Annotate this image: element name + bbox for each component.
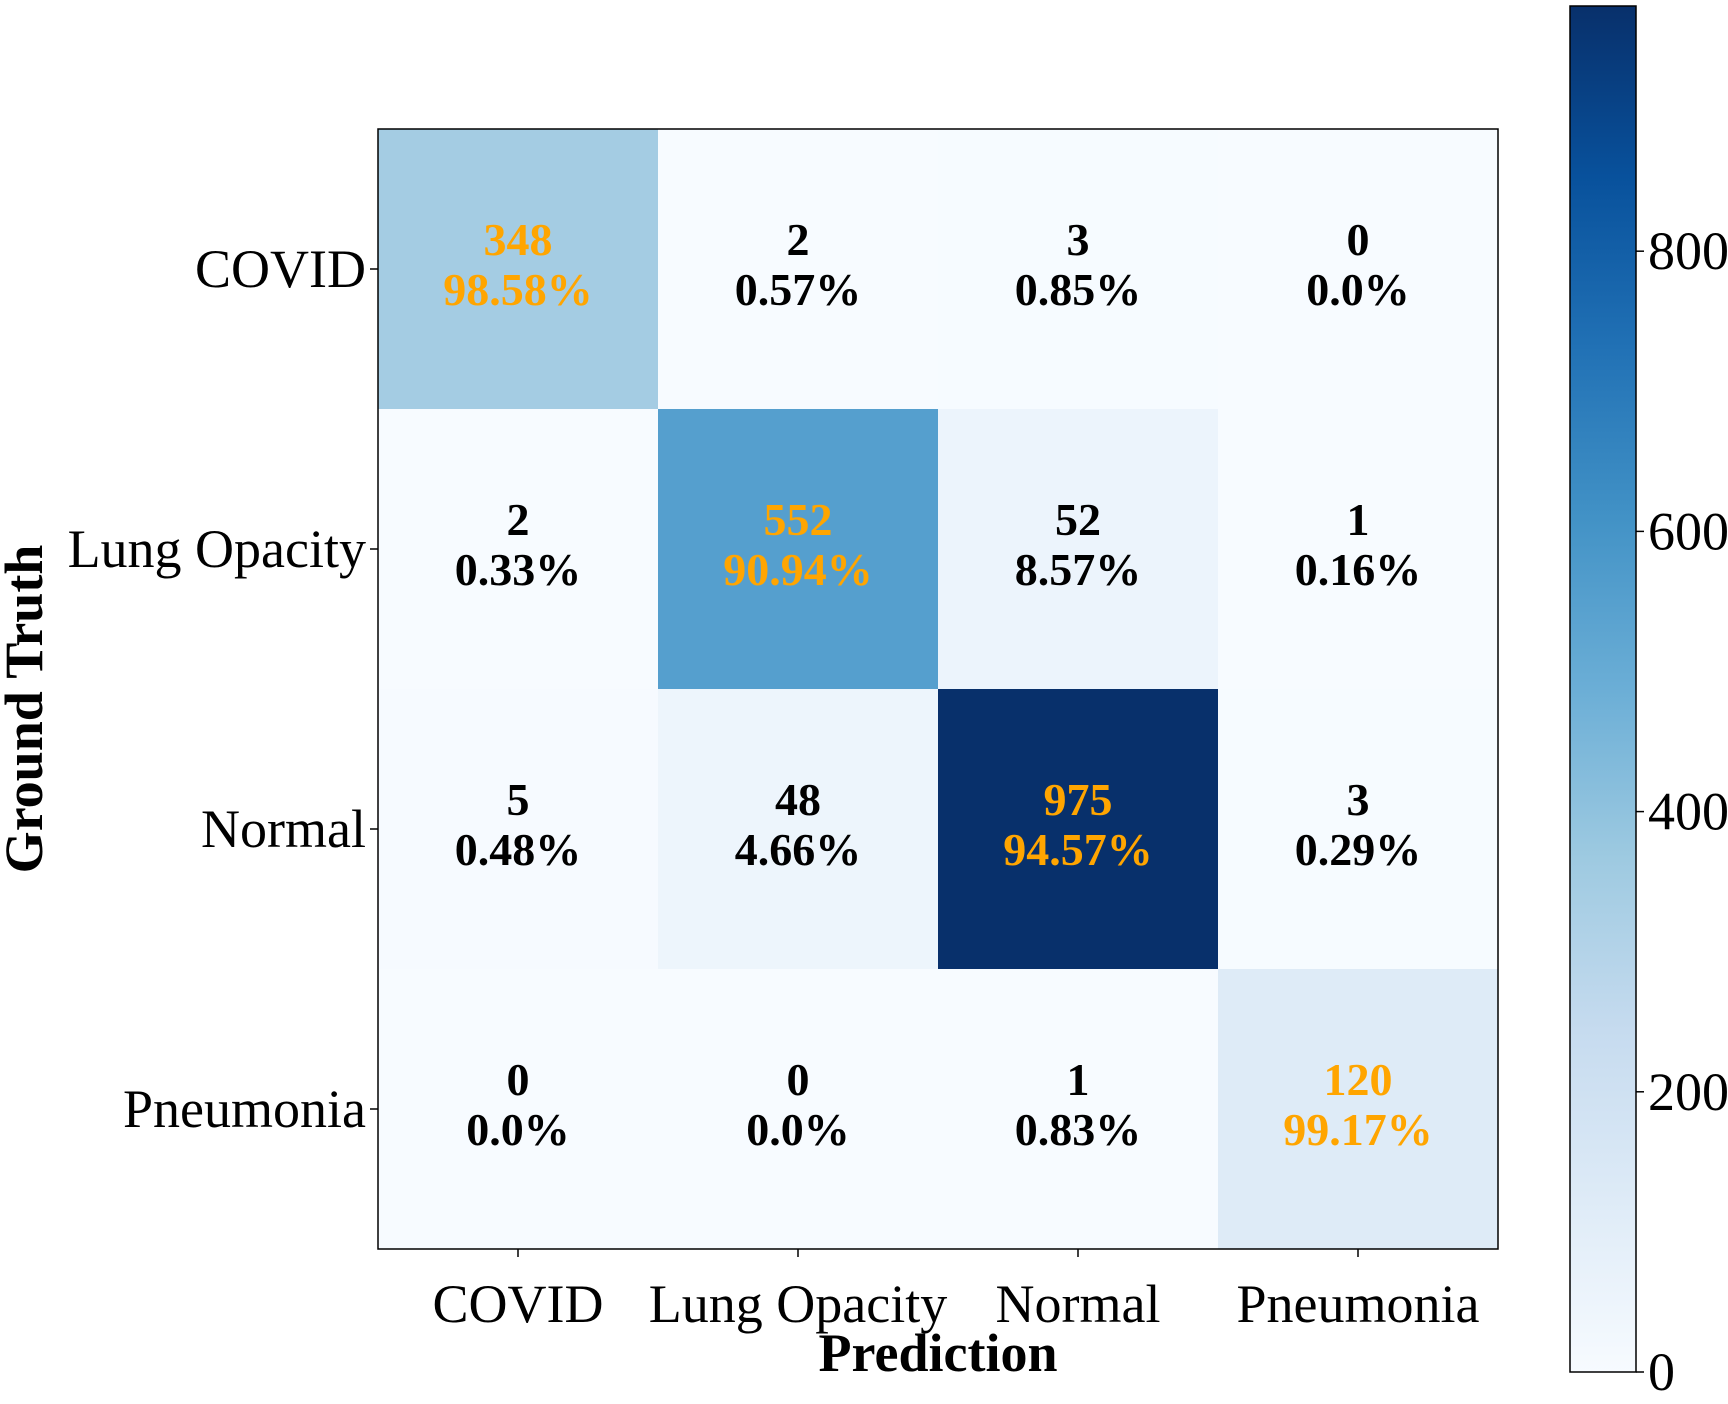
cell-count-label: 0 xyxy=(507,1054,530,1105)
heatmap-cell-3-0 xyxy=(378,969,659,1250)
cell-count-label: 0 xyxy=(1347,214,1370,265)
cell-percent-label: 0.85% xyxy=(1015,264,1142,315)
cell-percent-label: 4.66% xyxy=(735,824,862,875)
x-axis-ticks: COVID Lung Opacity Normal Pneumonia xyxy=(433,1249,1480,1334)
y-axis-ticks: COVID Lung Opacity Normal Pneumonia xyxy=(68,239,378,1139)
heatmap-cell-labels: 34898.58%20.57%30.85%00.0%20.33%55290.94… xyxy=(443,214,1433,1155)
heatmap-cell-0-0 xyxy=(378,129,659,410)
colorbar-tick-label: 0 xyxy=(1648,1342,1675,1402)
cell-percent-label: 94.57% xyxy=(1003,824,1153,875)
cell-count-label: 48 xyxy=(775,774,821,825)
cell-percent-label: 0.0% xyxy=(746,1104,850,1155)
colorbar-tick-label: 200 xyxy=(1648,1062,1728,1122)
heatmap-cell-3-2 xyxy=(938,969,1219,1250)
heatmap-cell-1-2 xyxy=(938,409,1219,690)
x-tick-label: Normal xyxy=(996,1274,1161,1334)
colorbar-tick-label: 600 xyxy=(1648,501,1728,561)
cell-count-label: 120 xyxy=(1324,1054,1393,1105)
cell-count-label: 2 xyxy=(507,494,530,545)
cell-count-label: 552 xyxy=(764,494,833,545)
x-axis-label: Prediction xyxy=(819,1323,1058,1383)
cell-count-label: 52 xyxy=(1055,494,1101,545)
cell-count-label: 2 xyxy=(787,214,810,265)
y-tick-label: Pneumonia xyxy=(123,1079,366,1139)
cell-percent-label: 99.17% xyxy=(1283,1104,1433,1155)
cell-count-label: 975 xyxy=(1044,774,1113,825)
cell-count-label: 348 xyxy=(484,214,553,265)
heatmap-cell-1-0 xyxy=(378,409,659,690)
colorbar-tick-label: 400 xyxy=(1648,782,1728,842)
y-tick-label: Lung Opacity xyxy=(68,519,366,579)
cell-percent-label: 0.29% xyxy=(1295,824,1422,875)
x-tick-label: Pneumonia xyxy=(1237,1274,1480,1334)
cell-count-label: 1 xyxy=(1347,494,1370,545)
heatmap-cell-3-1 xyxy=(658,969,939,1250)
cell-percent-label: 0.0% xyxy=(1306,264,1410,315)
heatmap-cell-2-2 xyxy=(938,689,1219,970)
heatmap-cells xyxy=(378,129,1499,1250)
cell-count-label: 3 xyxy=(1067,214,1090,265)
cell-percent-label: 0.57% xyxy=(735,264,862,315)
cell-count-label: 1 xyxy=(1067,1054,1090,1105)
cell-percent-label: 0.0% xyxy=(466,1104,570,1155)
colorbar-ticks: 0 200 400 600 800 xyxy=(1636,221,1728,1402)
cell-percent-label: 0.16% xyxy=(1295,544,1422,595)
heatmap-cell-0-2 xyxy=(938,129,1219,410)
x-tick-label: Lung Opacity xyxy=(649,1274,947,1334)
cell-percent-label: 98.58% xyxy=(443,264,593,315)
y-tick-label: COVID xyxy=(195,239,366,299)
y-axis-label: Ground Truth xyxy=(0,545,54,874)
x-tick-label: COVID xyxy=(433,1274,604,1334)
cell-percent-label: 8.57% xyxy=(1015,544,1142,595)
cell-percent-label: 0.83% xyxy=(1015,1104,1142,1155)
cell-count-label: 5 xyxy=(507,774,530,825)
cell-percent-label: 0.33% xyxy=(455,544,582,595)
colorbar-tick-label: 800 xyxy=(1648,221,1728,281)
y-tick-label: Normal xyxy=(201,799,366,859)
heatmap-cell-3-3 xyxy=(1218,969,1499,1250)
cell-count-label: 0 xyxy=(787,1054,810,1105)
colorbar xyxy=(1569,5,1637,1373)
cell-count-label: 3 xyxy=(1347,774,1370,825)
cell-percent-label: 90.94% xyxy=(723,544,873,595)
heatmap-cell-0-3 xyxy=(1218,129,1499,410)
plot-frame xyxy=(377,128,1499,1250)
cell-percent-label: 0.48% xyxy=(455,824,582,875)
heatmap-cell-2-1 xyxy=(658,689,939,970)
heatmap-cell-1-3 xyxy=(1218,409,1499,690)
heatmap-cell-0-1 xyxy=(658,129,939,410)
heatmap-cell-1-1 xyxy=(658,409,939,690)
heatmap-cell-2-0 xyxy=(378,689,659,970)
heatmap-cell-2-3 xyxy=(1218,689,1499,970)
